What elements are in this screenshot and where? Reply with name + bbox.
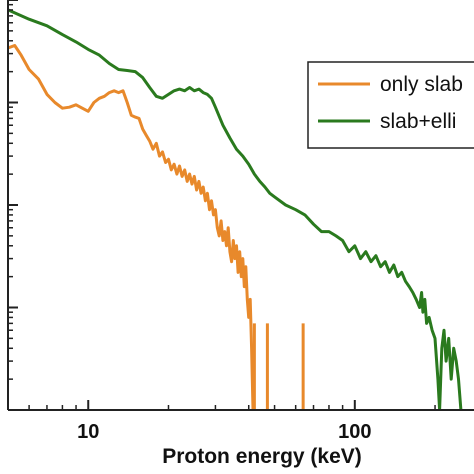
- x-tick-label: 100: [338, 421, 371, 443]
- series-layer: [8, 8, 463, 410]
- x-tick-label: 10: [77, 421, 99, 443]
- tick-labels: 10 100: [77, 421, 371, 443]
- legend-label-only-slab: only slab: [380, 73, 463, 96]
- series-line-only-slab: [8, 44, 255, 410]
- legend-label-slab-elli: slab+elli: [380, 110, 456, 133]
- axes-layer: [7, 0, 474, 411]
- x-axis-title: Proton energy (keV): [162, 445, 362, 468]
- legend: only slab slab+elli: [307, 61, 474, 149]
- series-line-slab-elli: [8, 8, 463, 410]
- legend-box: [307, 61, 474, 149]
